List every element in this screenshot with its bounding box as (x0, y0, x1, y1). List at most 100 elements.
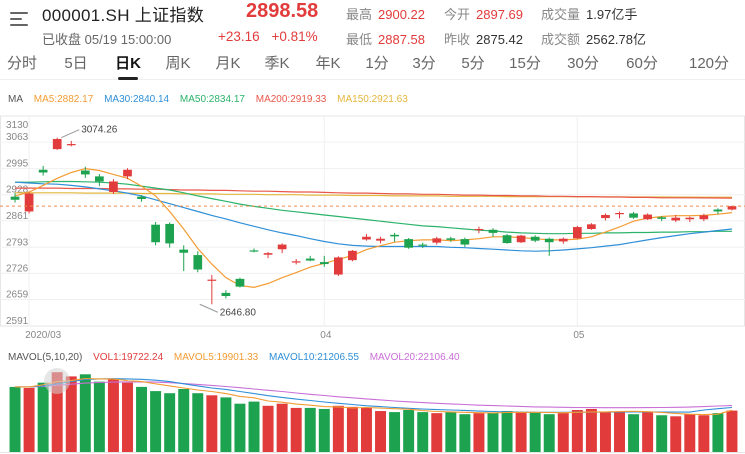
volume-bar (220, 397, 232, 452)
volume-bar (360, 407, 372, 452)
amount-stat: 成交额 2562.78亿 (541, 32, 647, 47)
ma5-line (14, 167, 733, 289)
candle-body (657, 217, 667, 219)
candle-body (249, 250, 259, 252)
candle-body (446, 238, 456, 240)
candle-body (502, 235, 512, 244)
open-stat: 今开 2897.69 (444, 7, 524, 22)
tab-3min[interactable]: 3分 (412, 55, 436, 72)
volume-bar (712, 413, 724, 452)
candle-body (390, 234, 399, 237)
candle-body (587, 224, 596, 229)
annotation-leader (199, 303, 218, 313)
y-tick-label: 2726 (6, 263, 29, 274)
volume-bar (332, 405, 344, 452)
ma-label: MA (8, 94, 23, 105)
candle-body (460, 239, 470, 245)
candle-body (671, 217, 681, 221)
volume-bar (726, 410, 738, 452)
candle-body (601, 214, 610, 219)
volume-bar (557, 413, 569, 452)
volume-bar (93, 381, 105, 452)
volume-bar (65, 376, 77, 452)
volume-bar (150, 391, 162, 452)
volume-bar (417, 412, 429, 452)
volume-bar (164, 393, 176, 452)
volume-bar (389, 412, 401, 452)
tab-60min[interactable]: 60分 (626, 55, 658, 72)
mavol20-line (15, 381, 733, 409)
volume-bar (290, 407, 302, 452)
prev-close-value: 2875.42 (476, 32, 524, 47)
y-tick-label: 3130 (6, 120, 29, 131)
tab-5day[interactable]: 5日 (64, 55, 88, 72)
volume-bar (136, 386, 148, 452)
candle-body (685, 217, 695, 220)
volume-bar (642, 412, 654, 452)
tab-intraday[interactable]: 分时 (6, 55, 37, 72)
candle-body (418, 244, 428, 246)
tab-5min[interactable]: 5分 (461, 55, 485, 72)
candle-body (727, 206, 737, 210)
tab-quarterly-k[interactable]: 季K (264, 55, 290, 72)
candle-body (38, 169, 48, 173)
candle-body (348, 250, 357, 261)
tab-30min[interactable]: 30分 (567, 55, 599, 72)
volume-bar (543, 414, 555, 452)
quote-header: 000001.SH 上证指数 已收盘 05/19 15:00:00 2898.5… (0, 0, 745, 50)
mavol5-legend: MAVOL5:19901.33 (173, 352, 259, 363)
volume-bar (375, 411, 387, 452)
volume-bar (192, 393, 204, 452)
volume-bar (304, 407, 316, 452)
candle-body (137, 196, 146, 199)
candle-body (80, 170, 90, 175)
candle-body (24, 193, 34, 212)
volume-bar (698, 415, 710, 452)
mavol10-legend: MAVOL10:21206.55 (269, 352, 359, 363)
candle-body (643, 214, 652, 220)
watermark-logo-icon (44, 368, 70, 394)
change-value: +23.16 (218, 29, 260, 44)
volume-bar (571, 410, 583, 452)
volume-bar (614, 412, 625, 452)
volume-bar (599, 412, 611, 452)
tab-weekly-k[interactable]: 周K (165, 55, 191, 72)
tab-yearly-k[interactable]: 年K (315, 55, 341, 72)
volume-bar (79, 374, 91, 452)
volume-value: 1.97亿手 (586, 7, 638, 22)
candle-body (235, 278, 245, 287)
volume-bar (585, 408, 597, 452)
high-value: 2900.22 (378, 7, 426, 22)
tab-120min[interactable]: 120分 (688, 55, 730, 72)
volume-bar (445, 412, 457, 452)
candle-body (629, 213, 638, 218)
candle-body (10, 196, 20, 200)
high-stat: 最高 2900.22 (346, 7, 426, 22)
volume-bar (234, 403, 246, 452)
y-tick-label: 2793 (6, 237, 29, 248)
y-tick-label: 2995 (6, 159, 29, 170)
volume-bar (248, 401, 260, 452)
candle-body (558, 238, 568, 242)
x-tick-label: 04 (320, 330, 332, 341)
candle-body (474, 228, 484, 231)
candle-body (277, 244, 287, 250)
candle-body (95, 176, 104, 182)
menu-icon[interactable] (10, 12, 28, 28)
volume-bar (318, 408, 330, 452)
y-tick-label: 2659 (6, 290, 29, 301)
tab-15min[interactable]: 15分 (509, 55, 541, 72)
tab-monthly-k[interactable]: 月K (215, 55, 241, 72)
price-change: +23.16 +0.81% (218, 29, 326, 44)
x-tick-label: 2020/03 (25, 330, 62, 341)
tab-1min[interactable]: 1分 (365, 55, 389, 72)
volume-chart[interactable] (0, 366, 745, 454)
candle-body (699, 215, 709, 220)
prev-close-stat: 昨收 2875.42 (444, 32, 524, 47)
candle-body (221, 292, 231, 296)
candle-body (333, 257, 343, 275)
volume-bar (23, 387, 35, 452)
y-tick-label: 2591 (6, 316, 29, 327)
tab-daily-k[interactable]: 日K (110, 52, 146, 80)
